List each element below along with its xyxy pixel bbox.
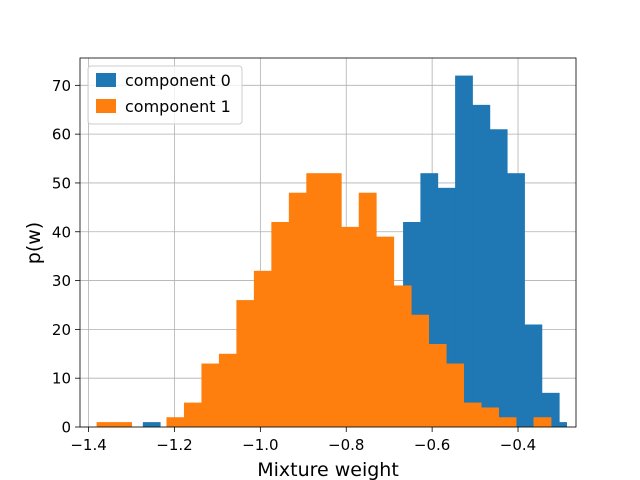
y-axis-ticks: 0 10 20 30 40 50 60 70: [52, 77, 80, 437]
histogram-bar: [236, 300, 255, 427]
histogram-bar: [498, 417, 517, 427]
histogram-bar: [253, 270, 272, 427]
legend-label-component-1: component 1: [125, 97, 231, 116]
histogram-bar: [142, 422, 161, 427]
y-tick-label: 0: [61, 419, 71, 437]
histogram-bar: [463, 402, 482, 427]
y-axis-label: p(w): [23, 222, 45, 264]
histogram-bar: [166, 417, 185, 427]
x-tick-label: −1.2: [156, 436, 192, 454]
histogram-bar: [183, 402, 202, 427]
y-tick-label: 40: [52, 223, 71, 241]
histogram-bar: [271, 222, 290, 427]
x-axis-ticks: −1.4 −1.2 −1.0 −0.8 −0.6 −0.4: [70, 427, 536, 454]
histogram-bar: [393, 285, 412, 427]
histogram-bar: [341, 226, 360, 427]
legend-frame: [87, 65, 243, 125]
y-tick-label: 30: [52, 272, 71, 290]
histogram-bar: [96, 422, 115, 427]
legend-label-component-0: component 0: [125, 71, 231, 90]
histogram-bar: [455, 75, 473, 428]
histogram-bar: [288, 192, 307, 427]
histogram-bar: [114, 422, 132, 427]
plot-frame: [79, 57, 577, 428]
histogram-bar: [218, 353, 237, 427]
histogram-bar: [507, 173, 525, 427]
series-component-1-bars: [96, 173, 552, 427]
histogram-bar: [446, 363, 465, 427]
y-tick-label: 20: [52, 321, 71, 339]
y-tick-label: 50: [52, 174, 71, 192]
x-tick-label: −1.0: [242, 436, 278, 454]
x-axis-label: Mixture weight: [257, 459, 399, 480]
histogram-bar: [201, 363, 220, 427]
histogram-bar: [481, 407, 499, 427]
y-tick-label: 60: [52, 126, 71, 144]
histogram-bar: [306, 173, 325, 427]
histogram-bar: [411, 314, 430, 427]
histogram-bar: [428, 344, 447, 427]
histogram-bar: [376, 236, 395, 427]
histogram-bar: [489, 129, 508, 427]
histogram-bar: [559, 422, 567, 427]
x-tick-label: −0.6: [414, 436, 450, 454]
legend: component 0 component 1: [87, 65, 243, 125]
histogram-bar: [358, 192, 377, 427]
y-tick-label: 70: [52, 77, 71, 95]
histogram-bar: [472, 104, 491, 427]
legend-swatch-component-1: [96, 99, 116, 113]
legend-swatch-component-0: [96, 73, 116, 87]
x-tick-label: −0.8: [328, 436, 364, 454]
histogram-bar: [524, 324, 543, 427]
histogram-bar: [533, 417, 552, 427]
x-tick-label: −1.4: [70, 436, 106, 454]
y-tick-label: 10: [52, 370, 71, 388]
histogram-bar: [323, 173, 342, 427]
x-tick-label: −0.4: [500, 436, 536, 454]
